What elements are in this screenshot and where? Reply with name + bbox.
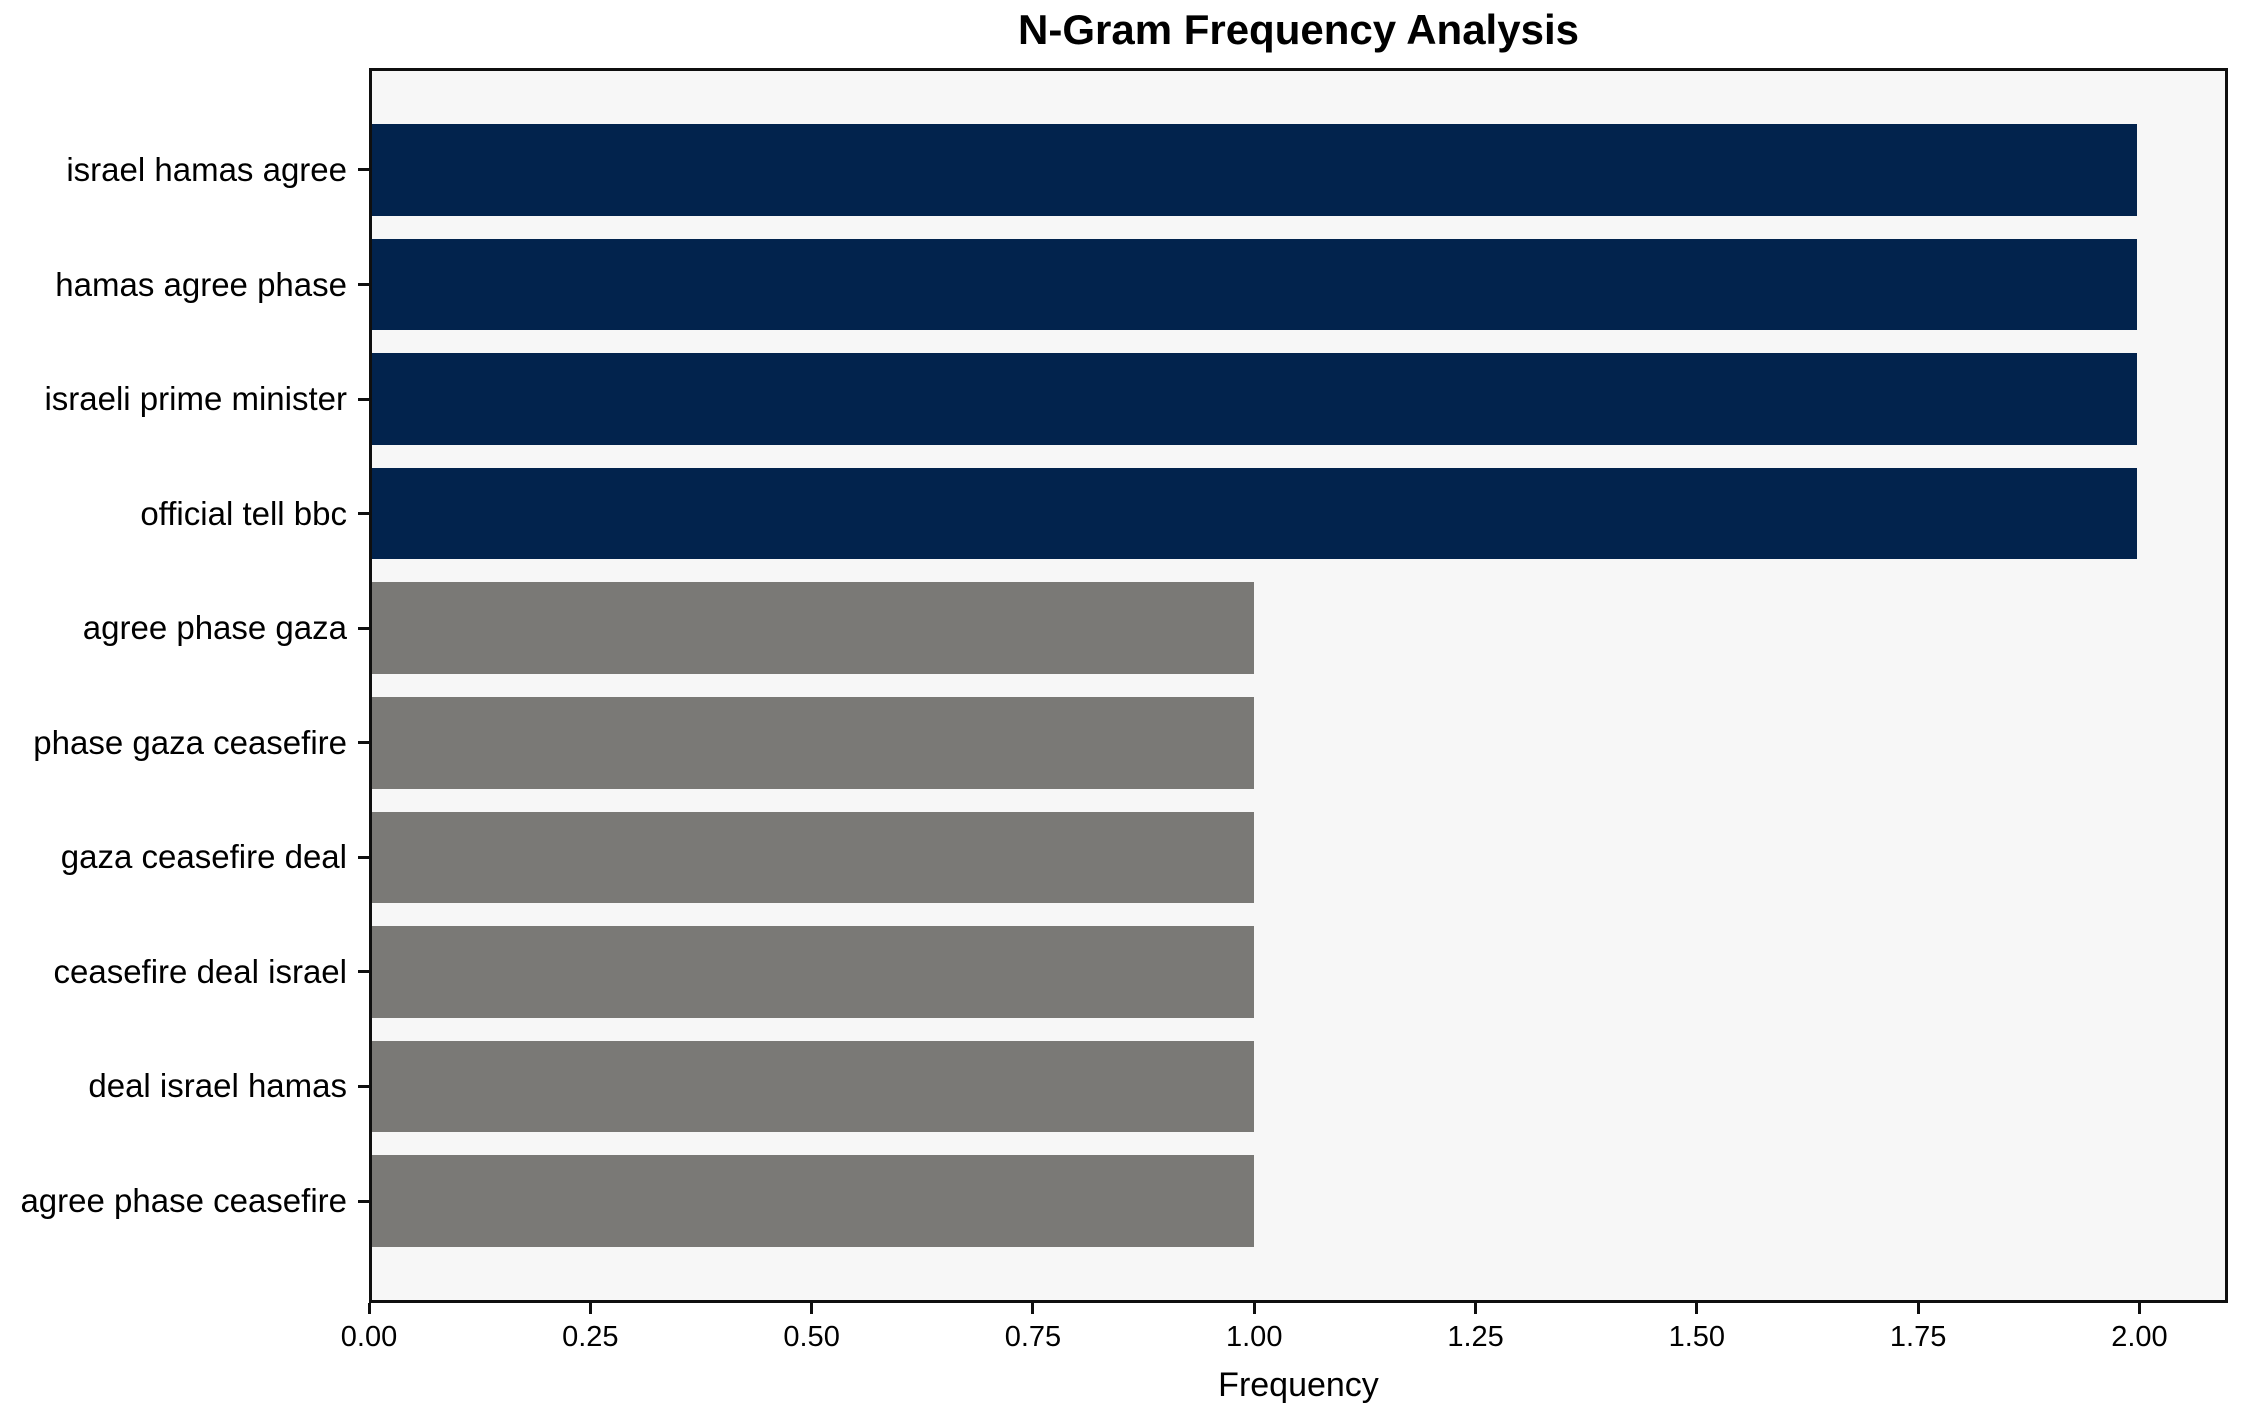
bar-official-tell-bbc xyxy=(372,467,2137,560)
y-tick-label: agree phase gaza xyxy=(82,609,347,647)
y-tick-label: ceasefire deal israel xyxy=(53,952,348,990)
y-tick-mark xyxy=(358,970,369,974)
y-tick-mark xyxy=(358,512,369,516)
x-tick-mark xyxy=(1474,1303,1478,1314)
x-tick-label: 1.50 xyxy=(1668,1321,1726,1353)
x-tick-mark xyxy=(1695,1303,1699,1314)
x-tick-mark xyxy=(1916,1303,1920,1314)
x-tick-label: 1.00 xyxy=(1226,1321,1283,1353)
bar-agree-phase-ceasefire xyxy=(372,1155,1255,1247)
chart-title: N-Gram Frequency Analysis xyxy=(1018,6,1579,53)
bar-gaza-ceasefire-deal xyxy=(372,811,1255,904)
y-tick-mark xyxy=(358,283,369,287)
bar-israeli-prime-minister xyxy=(372,353,2137,445)
y-tick-label: israel hamas agree xyxy=(66,150,347,188)
y-tick-mark xyxy=(358,626,369,630)
x-axis-label: Frequency xyxy=(1218,1366,1379,1404)
y-tick-label: hamas agree phase xyxy=(55,265,347,303)
y-tick-mark xyxy=(358,168,369,172)
x-tick-label: 1.25 xyxy=(1447,1321,1504,1353)
y-tick-mark xyxy=(358,741,369,745)
x-tick-label: 0.25 xyxy=(562,1321,619,1353)
bar-hamas-agree-phase xyxy=(372,238,2137,331)
y-tick-label: gaza ceasefire deal xyxy=(60,838,347,876)
bar-agree-phase-gaza xyxy=(372,582,1255,675)
y-tick-label: official tell bbc xyxy=(140,494,347,532)
x-tick-mark xyxy=(810,1303,814,1314)
bar-phase-gaza-ceasefire xyxy=(372,696,1255,789)
x-tick-label: 0.50 xyxy=(783,1321,840,1353)
x-tick-label: 0.00 xyxy=(340,1321,398,1353)
x-tick-mark xyxy=(2137,1303,2141,1314)
bar-ceasefire-deal-israel xyxy=(372,926,1255,1018)
bar-israel-hamas-agree xyxy=(372,124,2137,216)
y-tick-label: deal israel hamas xyxy=(88,1067,347,1105)
x-tick-mark xyxy=(588,1303,592,1314)
x-tick-mark xyxy=(367,1303,371,1314)
plot-area xyxy=(369,68,2228,1303)
y-tick-label: agree phase ceasefire xyxy=(20,1182,347,1220)
y-tick-label: phase gaza ceasefire xyxy=(33,723,347,761)
bar-deal-israel-hamas xyxy=(372,1040,1255,1133)
x-tick-mark xyxy=(1252,1303,1256,1314)
x-tick-label: 1.75 xyxy=(1889,1321,1947,1353)
y-tick-label: israeli prime minister xyxy=(44,380,347,418)
x-tick-label: 0.75 xyxy=(1004,1321,1062,1353)
x-tick-mark xyxy=(1031,1303,1035,1314)
y-tick-mark xyxy=(358,1084,369,1088)
y-tick-mark xyxy=(358,397,369,401)
y-tick-mark xyxy=(358,1199,369,1203)
y-tick-mark xyxy=(358,855,369,859)
x-tick-label: 2.00 xyxy=(2111,1321,2168,1353)
